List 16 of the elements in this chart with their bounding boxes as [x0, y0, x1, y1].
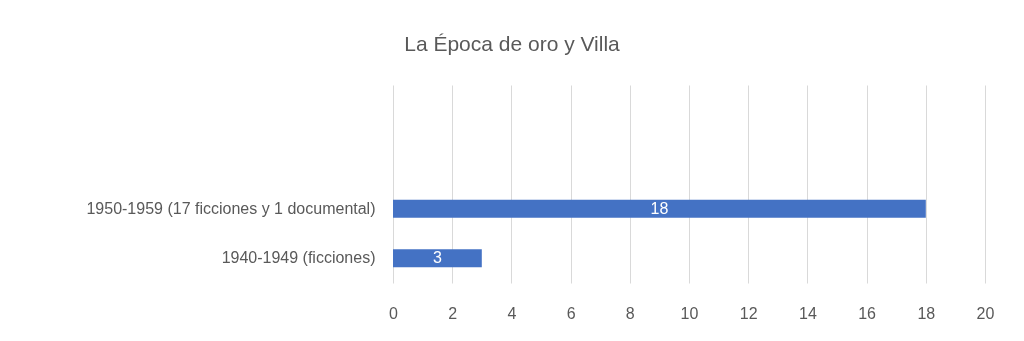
x-tick-label: 20 [976, 304, 995, 322]
y-tick-label: 1940-1949 (ficciones) [221, 249, 376, 267]
x-tick-label: 18 [917, 304, 936, 322]
x-tick-label: 16 [858, 304, 877, 322]
x-tick-label: 6 [566, 304, 576, 322]
x-tick-label: 2 [448, 304, 458, 322]
x-tick-label: 12 [739, 304, 758, 322]
x-tick-label: 0 [389, 304, 399, 322]
x-tick-label: 8 [625, 304, 635, 322]
data-label: 18 [650, 199, 669, 217]
x-tick-label: 4 [507, 304, 517, 322]
chart-title: La Época de oro y Villa [404, 32, 621, 55]
data-label: 3 [432, 249, 442, 267]
x-tick-label: 10 [680, 304, 699, 322]
x-tick-label: 14 [799, 304, 817, 322]
y-tick-label: 1950-1959 (17 ficciones y 1 documental) [86, 199, 376, 217]
